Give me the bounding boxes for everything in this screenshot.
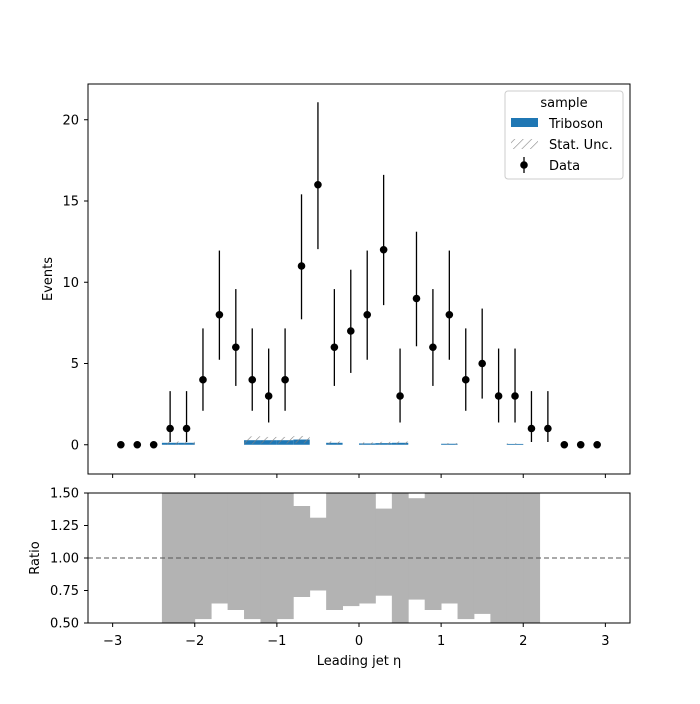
ratio-band-bin [473,493,491,614]
data-point [494,392,503,400]
data-point [297,262,306,270]
data-point [330,343,339,352]
ratio-band-bin [293,506,311,597]
data-point [560,440,569,449]
legend-marker-data [520,161,528,169]
ratio-band-bin [342,493,360,607]
ratio-band-bin [211,493,229,604]
legend-label-triboson: Triboson [548,117,603,132]
stat-unc-band [161,440,179,445]
x-tick-label: 1 [437,634,445,649]
x-tick-label: −3 [103,634,122,649]
data-point [593,440,601,449]
ratio-band-bin [194,493,212,620]
ratio-band-bin [326,493,343,610]
stat-unc-band [244,436,261,445]
ratio-y-tick-label: 1.50 [50,487,79,502]
stat-unc-band [359,442,376,445]
data-point [182,424,191,433]
data-point [461,375,470,384]
ratio-y-tick-label: 0.50 [50,617,79,632]
ratio-band-bin [408,498,426,600]
legend-swatch-stat-unc [511,139,538,149]
main-y-tick-label: 10 [62,276,79,291]
ratio-band-bin [244,493,261,620]
data-point [215,310,224,319]
data-point [576,440,585,449]
legend-title: sample [540,96,587,111]
ratio-y-tick-label: 1.00 [50,552,79,567]
data-point [429,343,437,352]
data-point [314,180,322,189]
ratio-band-bin [276,493,294,620]
stat-unc-band [375,441,392,445]
ratio-y-axis-label: Ratio [28,541,43,574]
legend-label-stat-unc: Stat. Unc. [549,138,613,153]
ratio-band-bin [359,493,376,604]
stat-unc-band [506,443,524,445]
data-point [232,343,240,352]
data-point [133,440,142,449]
stat-unc-band [293,435,310,444]
ratio-panel: 0.50 0.75 1.00 1.25 1.50 −3 −2 −1 0 1 2 3 Ratio Le… [28,487,631,669]
data-point [166,424,174,433]
main-y-axis-label: Events [41,257,56,301]
main-y-tick-label: 5 [71,357,79,372]
data-point [117,440,125,449]
x-axis-label: Leading jet η [317,654,402,669]
main-y-tick-label: 15 [62,195,79,210]
data-point [412,294,421,303]
stat-unc-band [391,441,409,445]
ratio-band-bin [309,517,327,591]
legend-frame [504,90,624,180]
main-panel: 0 5 10 15 20 Events sample Triboson Stat. Un… [41,83,631,478]
ratio-y-tick-label: 0.75 [50,584,79,599]
x-tick-label: −2 [185,634,204,649]
stat-unc-band [441,443,458,445]
data-point [149,440,158,449]
stat-unc-band [178,441,195,445]
data-point [248,375,257,384]
data-point [363,310,372,319]
main-y-tick-label: 20 [62,113,79,128]
x-tick-label: 2 [519,634,527,649]
x-tick-label: 3 [601,634,609,649]
data-point [511,392,519,400]
data-point [445,310,454,319]
ratio-band-bin [227,493,245,610]
ratio-band-bin [441,493,458,604]
x-tick-label: −1 [267,634,286,649]
data-point [199,375,207,384]
data-point [346,327,355,335]
main-y-tick-label: 0 [71,438,79,453]
stat-unc-band [276,436,294,444]
data-point [544,424,552,433]
data-point [281,375,289,384]
stat-unc-band [326,441,343,445]
legend-swatch-triboson [511,118,538,127]
data-point [396,392,404,400]
data-point [379,245,388,254]
stat-unc-band [260,436,277,444]
data-point [478,359,486,368]
ratio-band-bin [375,508,393,596]
legend-label-data: Data [549,159,580,174]
legend: sample Triboson Stat. Unc. Data [504,90,624,180]
ratio-band-bin [424,493,442,610]
ratio-y-tick-label: 1.25 [50,519,79,534]
data-point [264,392,273,400]
x-tick-label: 0 [355,634,363,649]
ratio-band-bin [457,493,475,620]
data-point [527,424,536,433]
